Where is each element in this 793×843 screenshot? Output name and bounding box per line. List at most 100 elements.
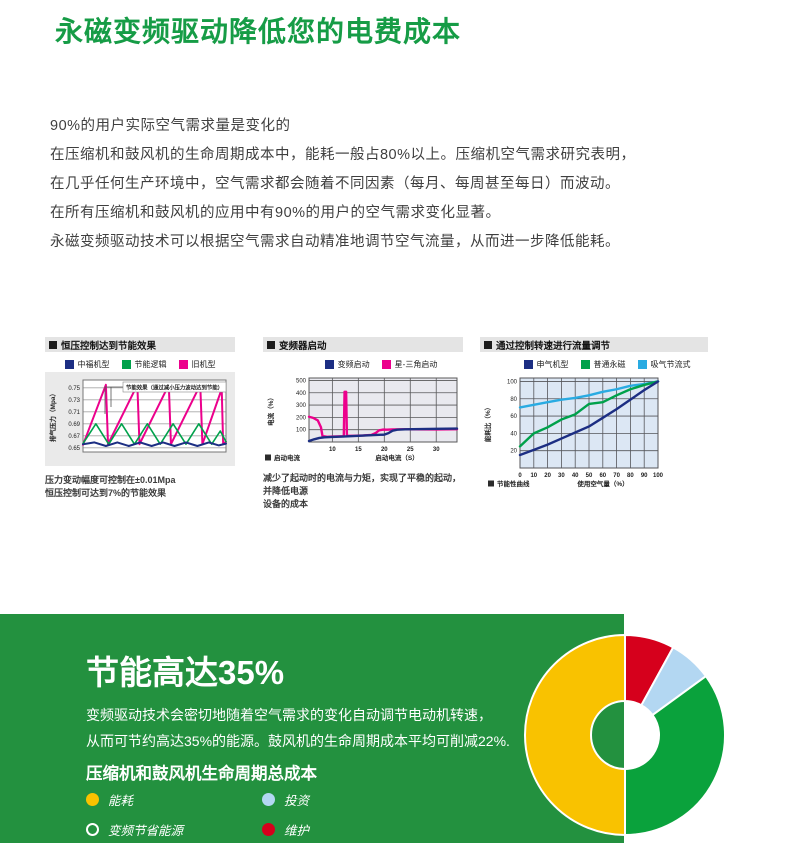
savings-body: 变频驱动技术会密切地随着空气需求的变化自动调节电动机转速， 从而可节约高达35%… — [86, 707, 510, 749]
svg-text:20: 20 — [544, 473, 551, 479]
svg-text:0.75: 0.75 — [68, 386, 80, 392]
svg-text:排气压力（Mpa）: 排气压力（Mpa） — [48, 390, 57, 442]
legend-swatch — [121, 359, 131, 369]
svg-text:20: 20 — [381, 447, 388, 453]
intro-line: 永磁变频驱动技术可以根据空气需求自动精准地调节空气流量，从而进一步降低能耗。 — [50, 234, 620, 250]
page-title: 永磁变频驱动降低您的电费成本 — [55, 16, 462, 47]
legend-item: 星-三角启动 — [381, 359, 437, 370]
chart-zone: 20 40 60 80 100 0 10 20 30 40 50 60 70 80 90 100 能耗比（%） 节… — [480, 372, 708, 490]
svg-text:启动电流: 启动电流 — [274, 453, 301, 462]
svg-text:节能效果（通过减小压力波动达到节能）: 节能效果（通过减小压力波动达到节能） — [126, 384, 223, 392]
svg-text:使用空气量（%）: 使用空气量（%） — [576, 479, 628, 488]
svg-text:0.69: 0.69 — [68, 422, 80, 428]
legend-item: 投资 — [262, 790, 309, 809]
bullet-square-icon — [49, 340, 57, 349]
legend-item: 吸气节流式 — [637, 359, 691, 370]
savings-headline: 节能高达35% — [86, 654, 285, 691]
chart-card-header: 通过控制转速进行流量调节 — [480, 337, 708, 352]
investment-dot-icon — [262, 793, 275, 806]
svg-text:500: 500 — [296, 378, 307, 384]
pressure-line-chart: 0.65 0.67 0.69 0.71 0.73 0.75 排气压力（Mpa） 节能效果（通过… — [48, 379, 227, 453]
cost-legend: 能耗 投资 变频节省能源 维护 — [86, 790, 309, 839]
bullet-square-icon — [267, 340, 275, 349]
legend-item: 能耗 — [86, 790, 262, 809]
svg-text:0: 0 — [518, 473, 522, 479]
svg-text:能耗比（%）: 能耗比（%） — [483, 404, 492, 442]
svg-text:15: 15 — [355, 447, 362, 453]
legend-item: 中福机型 — [64, 359, 110, 370]
legend-item: 旧机型 — [178, 359, 216, 370]
svg-text:20: 20 — [510, 449, 517, 455]
legend-item: 维护 — [262, 820, 309, 839]
legend-swatch — [178, 359, 188, 369]
svg-text:电流（%）: 电流（%） — [266, 394, 275, 426]
flow-regulation-line-chart: 20 40 60 80 100 0 10 20 30 40 50 60 70 80 90 100 能耗比（%） 节… — [483, 377, 664, 488]
chart-zone: 100 200 300 400 500 10 15 20 25 30 电流（%） 启动电流 启动电流（S… — [263, 372, 463, 464]
vsd-savings-dot-icon — [86, 823, 99, 836]
chart-card-pressure: 恒压控制达到节能效果 中福机型 节能逻辑 旧机型 0.65 0.67 0.69 0.7… — [45, 337, 235, 500]
svg-text:60: 60 — [510, 414, 517, 420]
chart-title: 通过控制转速进行流量调节 — [496, 340, 611, 352]
chart-captions: 减少了起动时的电流与力矩，实现了平稳的起动，并降低电源 设备的成本 — [263, 473, 462, 509]
savings-subtitle: 压缩机和鼓风机生命周期总成本 — [86, 765, 317, 783]
intro-line: 90%的用户实际空气需求量是变化的 — [50, 118, 291, 134]
chart-title: 恒压控制达到节能效果 — [61, 340, 157, 352]
svg-text:0.67: 0.67 — [68, 434, 80, 440]
svg-text:0.65: 0.65 — [68, 446, 80, 452]
legend-swatch — [580, 359, 590, 369]
legend-item: 变频启动 — [324, 359, 370, 370]
bullet-square-icon — [484, 340, 492, 349]
svg-text:80: 80 — [510, 397, 517, 403]
intro-line: 在所有压缩机和鼓风机的应用中有90%的用户的空气需求变化显著。 — [50, 205, 501, 221]
legend-item: 变频节省能源 — [86, 820, 262, 839]
svg-text:40: 40 — [572, 473, 579, 479]
svg-text:200: 200 — [296, 415, 307, 421]
chart-card-header: 变频器启动 — [263, 337, 463, 352]
svg-text:0.71: 0.71 — [68, 410, 80, 416]
svg-text:10: 10 — [329, 447, 336, 453]
legend-swatch — [64, 359, 74, 369]
chart-title: 变频器启动 — [279, 340, 327, 352]
chart-card-header: 恒压控制达到节能效果 — [45, 337, 235, 352]
chart-zone: 0.65 0.67 0.69 0.71 0.73 0.75 排气压力（Mpa） 节能效果（通过… — [45, 372, 235, 466]
svg-text:100: 100 — [653, 473, 664, 479]
legend-swatch — [523, 359, 533, 369]
chart-card-flow: 通过控制转速进行流量调节 申气机型 普通永磁 吸气节流式 20 40 60 80 100… — [480, 337, 708, 490]
svg-text:60: 60 — [599, 473, 606, 479]
maintenance-dot-icon — [262, 823, 275, 836]
legend-swatch — [324, 359, 334, 369]
legend-swatch — [381, 359, 391, 369]
legend-item: 节能逻辑 — [121, 359, 167, 370]
svg-text:400: 400 — [296, 391, 307, 397]
svg-text:30: 30 — [558, 473, 565, 479]
legend-swatch — [637, 359, 647, 369]
chart-legend: 变频启动 星-三角启动 — [263, 358, 463, 370]
savings-panel: 节能高达35% 变频驱动技术会密切地随着空气需求的变化自动调节电动机转速， 从而… — [0, 614, 624, 843]
svg-text:100: 100 — [296, 428, 307, 434]
energy-dot-icon — [86, 793, 99, 806]
svg-text:70: 70 — [613, 473, 620, 479]
chart-legend: 申气机型 普通永磁 吸气节流式 — [480, 358, 708, 370]
svg-text:100: 100 — [507, 379, 518, 385]
legend-item: 申气机型 — [523, 359, 569, 370]
svg-text:0.73: 0.73 — [68, 398, 80, 404]
svg-text:节能性曲线: 节能性曲线 — [497, 479, 530, 488]
legend-item: 普通永磁 — [580, 359, 626, 370]
chart-card-start: 变频器启动 变频启动 星-三角启动 100 200 300 400 500 10 15 20 2… — [263, 337, 463, 511]
svg-text:40: 40 — [510, 431, 517, 437]
intro-paragraph: 90%的用户实际空气需求量是变化的 在压缩机和鼓风机的生命周期成本中，能耗一般占… — [50, 112, 636, 257]
start-current-line-chart: 100 200 300 400 500 10 15 20 25 30 电流（%） 启动电流 启动电流（S… — [265, 377, 459, 462]
lifecycle-cost-donut-chart — [524, 634, 726, 836]
svg-text:50: 50 — [586, 473, 593, 479]
svg-text:80: 80 — [627, 473, 634, 479]
chart-captions: 压力变动幅度可控制在±0.01Mpa 恒压控制可达到7%的节能效果 — [45, 475, 176, 498]
svg-text:10: 10 — [530, 473, 537, 479]
intro-line: 在压缩机和鼓风机的生命周期成本中，能耗一般占80%以上。压缩机空气需求研究表明， — [50, 147, 636, 163]
chart-legend: 中福机型 节能逻辑 旧机型 — [45, 358, 235, 370]
svg-text:启动电流（S）: 启动电流（S） — [375, 453, 418, 462]
intro-line: 在几乎任何生产环境中，空气需求都会随着不同因素（每月、每周甚至每日）而波动。 — [50, 176, 620, 192]
svg-text:25: 25 — [407, 447, 414, 453]
svg-text:30: 30 — [433, 447, 440, 453]
svg-text:300: 300 — [296, 403, 307, 409]
